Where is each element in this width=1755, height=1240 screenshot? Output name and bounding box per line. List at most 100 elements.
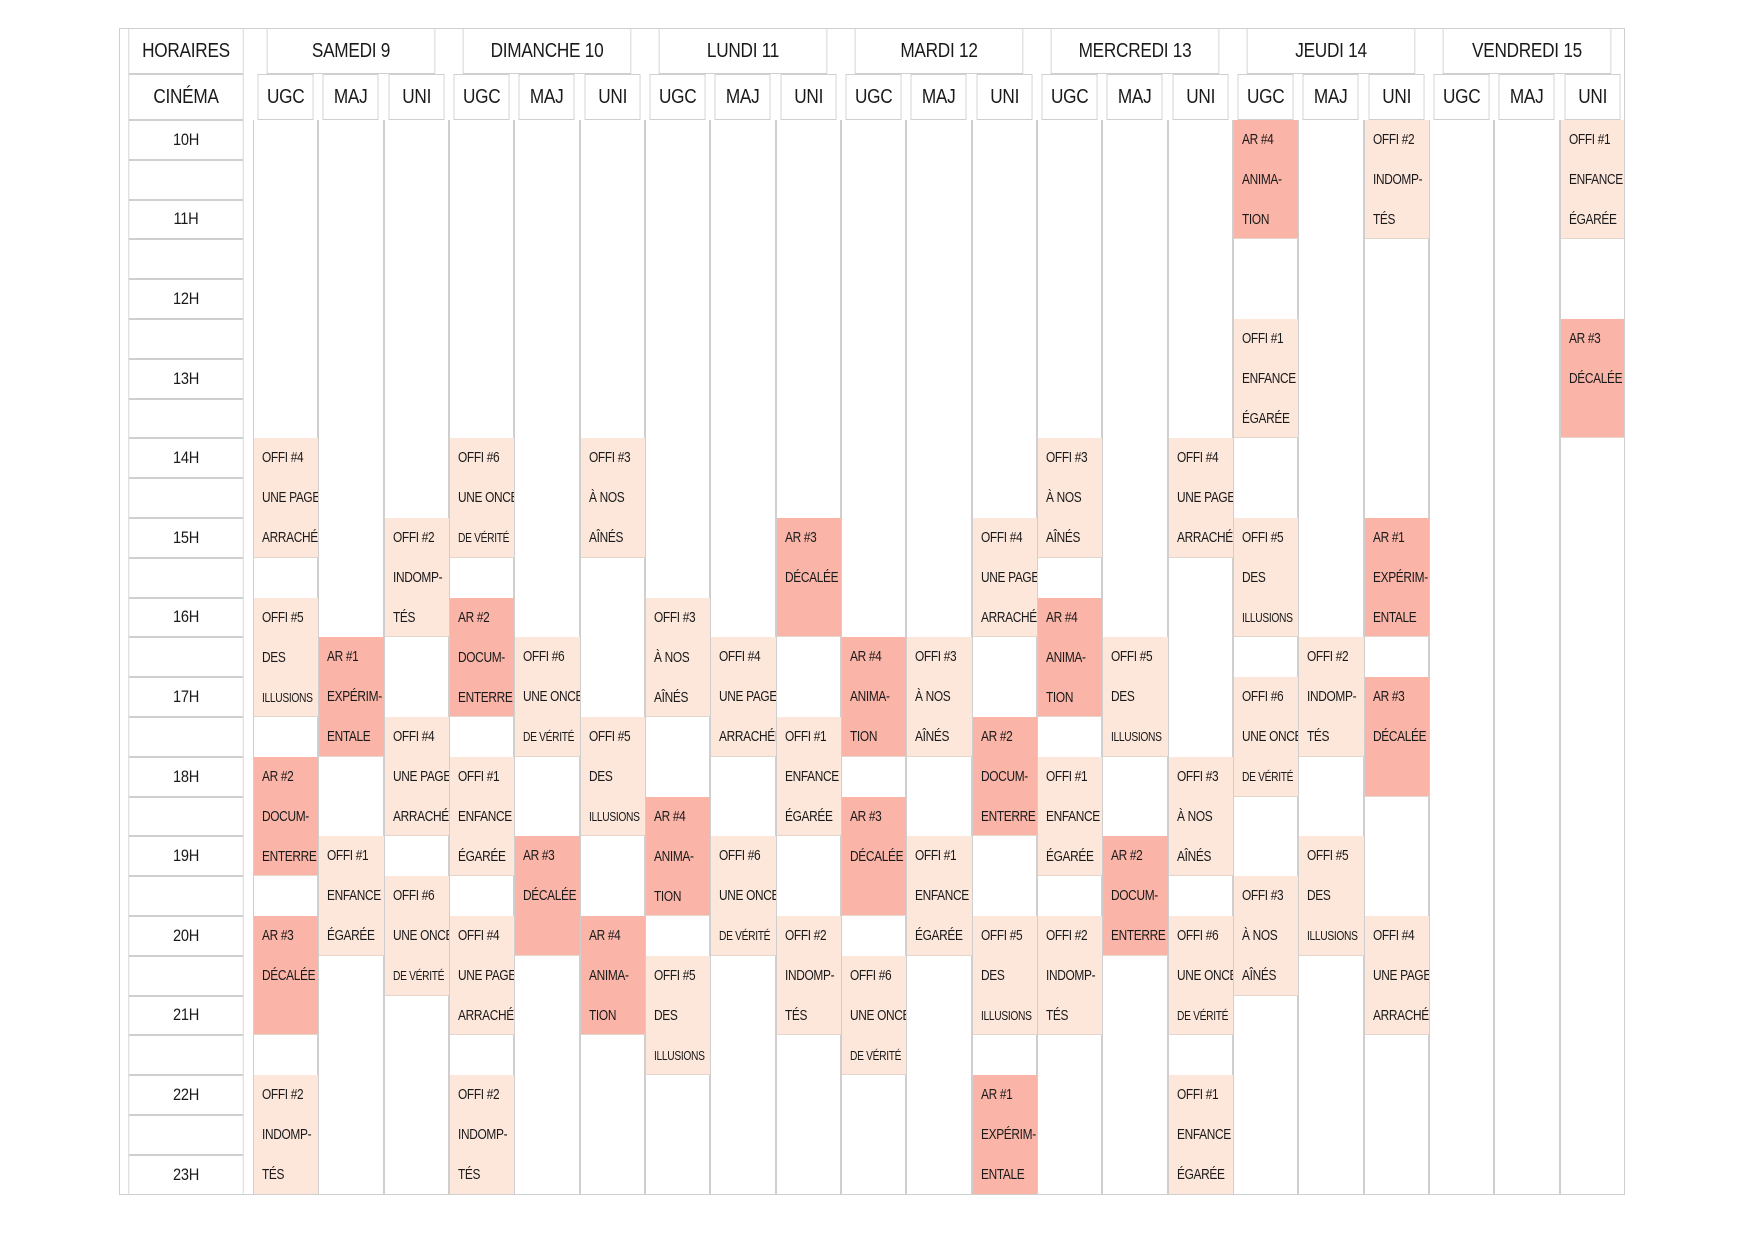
screening-block: OFFI #6 UNE ONCE DE VÉRITÉ xyxy=(711,836,776,956)
screening-line: OFFI #2 xyxy=(1307,649,1349,666)
time-slot: 21H xyxy=(128,995,244,1036)
screening-line: OFFI #3 xyxy=(915,649,957,666)
time-slot xyxy=(128,717,244,757)
time-slot: 13H xyxy=(128,358,244,399)
screening-line: UNE PAGE xyxy=(262,490,319,507)
screening-line: UNE PAGE xyxy=(392,769,449,785)
cinema-column xyxy=(1363,120,1429,1195)
time-slot xyxy=(128,319,244,359)
screening-line: ARRACHÉE xyxy=(719,729,776,746)
screening-line: ILLUSIONS xyxy=(654,1048,705,1063)
screening-line: DOCUM- xyxy=(458,649,505,666)
screening-block: AR #3 DÉCALÉE xyxy=(515,836,580,956)
screening-block: AR #2 DOCUM- ENTERRE xyxy=(254,756,319,877)
screening-line: DES xyxy=(654,1007,678,1024)
screening-line: INDOMP- xyxy=(458,1127,508,1144)
cinema-column xyxy=(1233,120,1299,1195)
screening-line: OFFI #2 xyxy=(458,1087,500,1104)
screening-line: DE VÉRITÉ xyxy=(850,1048,902,1063)
screening-line: OFFI #6 xyxy=(392,888,435,905)
screening-line: OFFI #1 xyxy=(327,848,369,865)
screening-line: AR #3 xyxy=(523,848,555,865)
screening-line: OFFI #1 xyxy=(915,848,957,865)
screening-line: UNE ONCE xyxy=(850,1007,907,1024)
screening-line: OFFI #2 xyxy=(1372,132,1415,148)
screening-line: OFFI #1 xyxy=(458,768,500,785)
cinema-header: UGC xyxy=(845,74,902,120)
time-slot: 17H xyxy=(128,677,244,717)
cinema-column xyxy=(1167,120,1233,1195)
screening-line: ENTALE xyxy=(1372,610,1417,626)
day-header: JEUDI 14 xyxy=(1246,28,1416,74)
day-header: SAMEDI 9 xyxy=(266,28,436,74)
screening-line: ANIMA- xyxy=(1242,172,1282,188)
screening-line: OFFI #1 xyxy=(1176,1087,1219,1104)
screening-block: OFFI #3 À NOS AÎNÉS xyxy=(1038,438,1103,558)
screening-line: ENTERRE xyxy=(980,809,1036,825)
screening-block: OFFI #3 À NOS AÎNÉS xyxy=(1168,756,1233,877)
screening-line: OFFI #1 xyxy=(1568,132,1611,148)
screening-line: DE VÉRITÉ xyxy=(1176,1009,1228,1023)
screening-line: OFFI #2 xyxy=(784,928,827,944)
screening-line: OFFI #5 xyxy=(1111,649,1153,666)
day-header: VENDREDI 15 xyxy=(1442,28,1612,74)
screening-line: OFFI #6 xyxy=(1176,928,1219,944)
screening-line: TION xyxy=(1242,212,1270,228)
screening-line: OFFI #5 xyxy=(588,729,631,745)
screening-line: UNE PAGE xyxy=(719,689,776,706)
screening-line: ILLUSIONS xyxy=(588,810,640,824)
screening-line: À NOS xyxy=(654,649,690,666)
screening-line: TÉS xyxy=(784,1008,807,1024)
screening-line: AR #2 xyxy=(980,729,1013,745)
screening-line: OFFI #5 xyxy=(980,928,1023,944)
cinema-header: MAJ xyxy=(1106,74,1164,120)
screening-line: DOCUM- xyxy=(1111,888,1159,905)
screening-line: ILLUSIONS xyxy=(262,690,313,705)
screening-line: OFFI #1 xyxy=(784,729,827,745)
time-slot: 12H xyxy=(128,279,244,319)
screening-block: OFFI #5 DES ILLUSIONS xyxy=(1299,836,1364,956)
screening-line: TÉS xyxy=(262,1167,285,1184)
screening-line: ÉGARÉE xyxy=(458,848,506,865)
screening-line: OFFI #6 xyxy=(719,848,761,865)
screening-line: OFFI #5 xyxy=(262,609,304,626)
screening-block: OFFI #2 INDOMP- TÉS xyxy=(450,1075,515,1195)
screening-block: OFFI #1 ENFANCE ÉGARÉE xyxy=(1038,756,1103,877)
screening-line: INDOMP- xyxy=(392,570,443,586)
cinema-header: UGC xyxy=(1041,74,1098,120)
screening-line: OFFI #3 xyxy=(654,609,696,626)
screening-line: TION xyxy=(850,729,878,746)
screening-line: DE VÉRITÉ xyxy=(458,531,510,546)
screening-line: DÉCALÉE xyxy=(784,570,839,586)
screening-line: TION xyxy=(654,888,682,905)
screening-line: AR #1 xyxy=(327,649,359,666)
screening-block: AR #1 EXPÉRIM- ENTALE xyxy=(972,1075,1037,1195)
screening-line: ENFANCE xyxy=(458,808,512,825)
screening-line: AR #3 xyxy=(850,808,882,825)
cinema-header: UNI xyxy=(1172,74,1229,120)
cinema-header: UNI xyxy=(1368,74,1425,120)
screening-line: OFFI #4 xyxy=(392,729,435,745)
screening-line: INDOMP- xyxy=(784,968,835,984)
screening-line: ANIMA- xyxy=(850,689,890,706)
screening-line: OFFI #4 xyxy=(980,530,1023,546)
screening-line: TÉS xyxy=(1372,212,1395,228)
screening-line: AR #3 xyxy=(1372,689,1405,706)
screening-line: OFFI #2 xyxy=(1046,928,1088,944)
screening-line: OFFI #4 xyxy=(719,649,761,666)
screening-line: EXPÉRIM- xyxy=(1372,570,1428,586)
screening-line: ENTALE xyxy=(980,1167,1025,1184)
cinema-header: UGC xyxy=(1237,74,1294,120)
cinema-header: UNI xyxy=(388,74,445,120)
time-slot xyxy=(128,557,244,598)
screening-block: OFFI #1 ENFANCE ÉGARÉE xyxy=(319,836,384,956)
screening-line: UNE ONCE xyxy=(1176,968,1233,984)
screening-line: DE VÉRITÉ xyxy=(719,929,771,944)
screening-block: OFFI #1 ENFANCE ÉGARÉE xyxy=(1168,1075,1233,1195)
screening-line: OFFI #3 xyxy=(1242,888,1284,905)
time-slot: 20H xyxy=(128,916,244,956)
screening-line: UNE PAGE xyxy=(458,968,515,984)
day-header: MERCREDI 13 xyxy=(1050,28,1220,74)
screening-line: DOCUM- xyxy=(262,808,309,825)
screening-line: ENTERRE xyxy=(262,848,317,865)
